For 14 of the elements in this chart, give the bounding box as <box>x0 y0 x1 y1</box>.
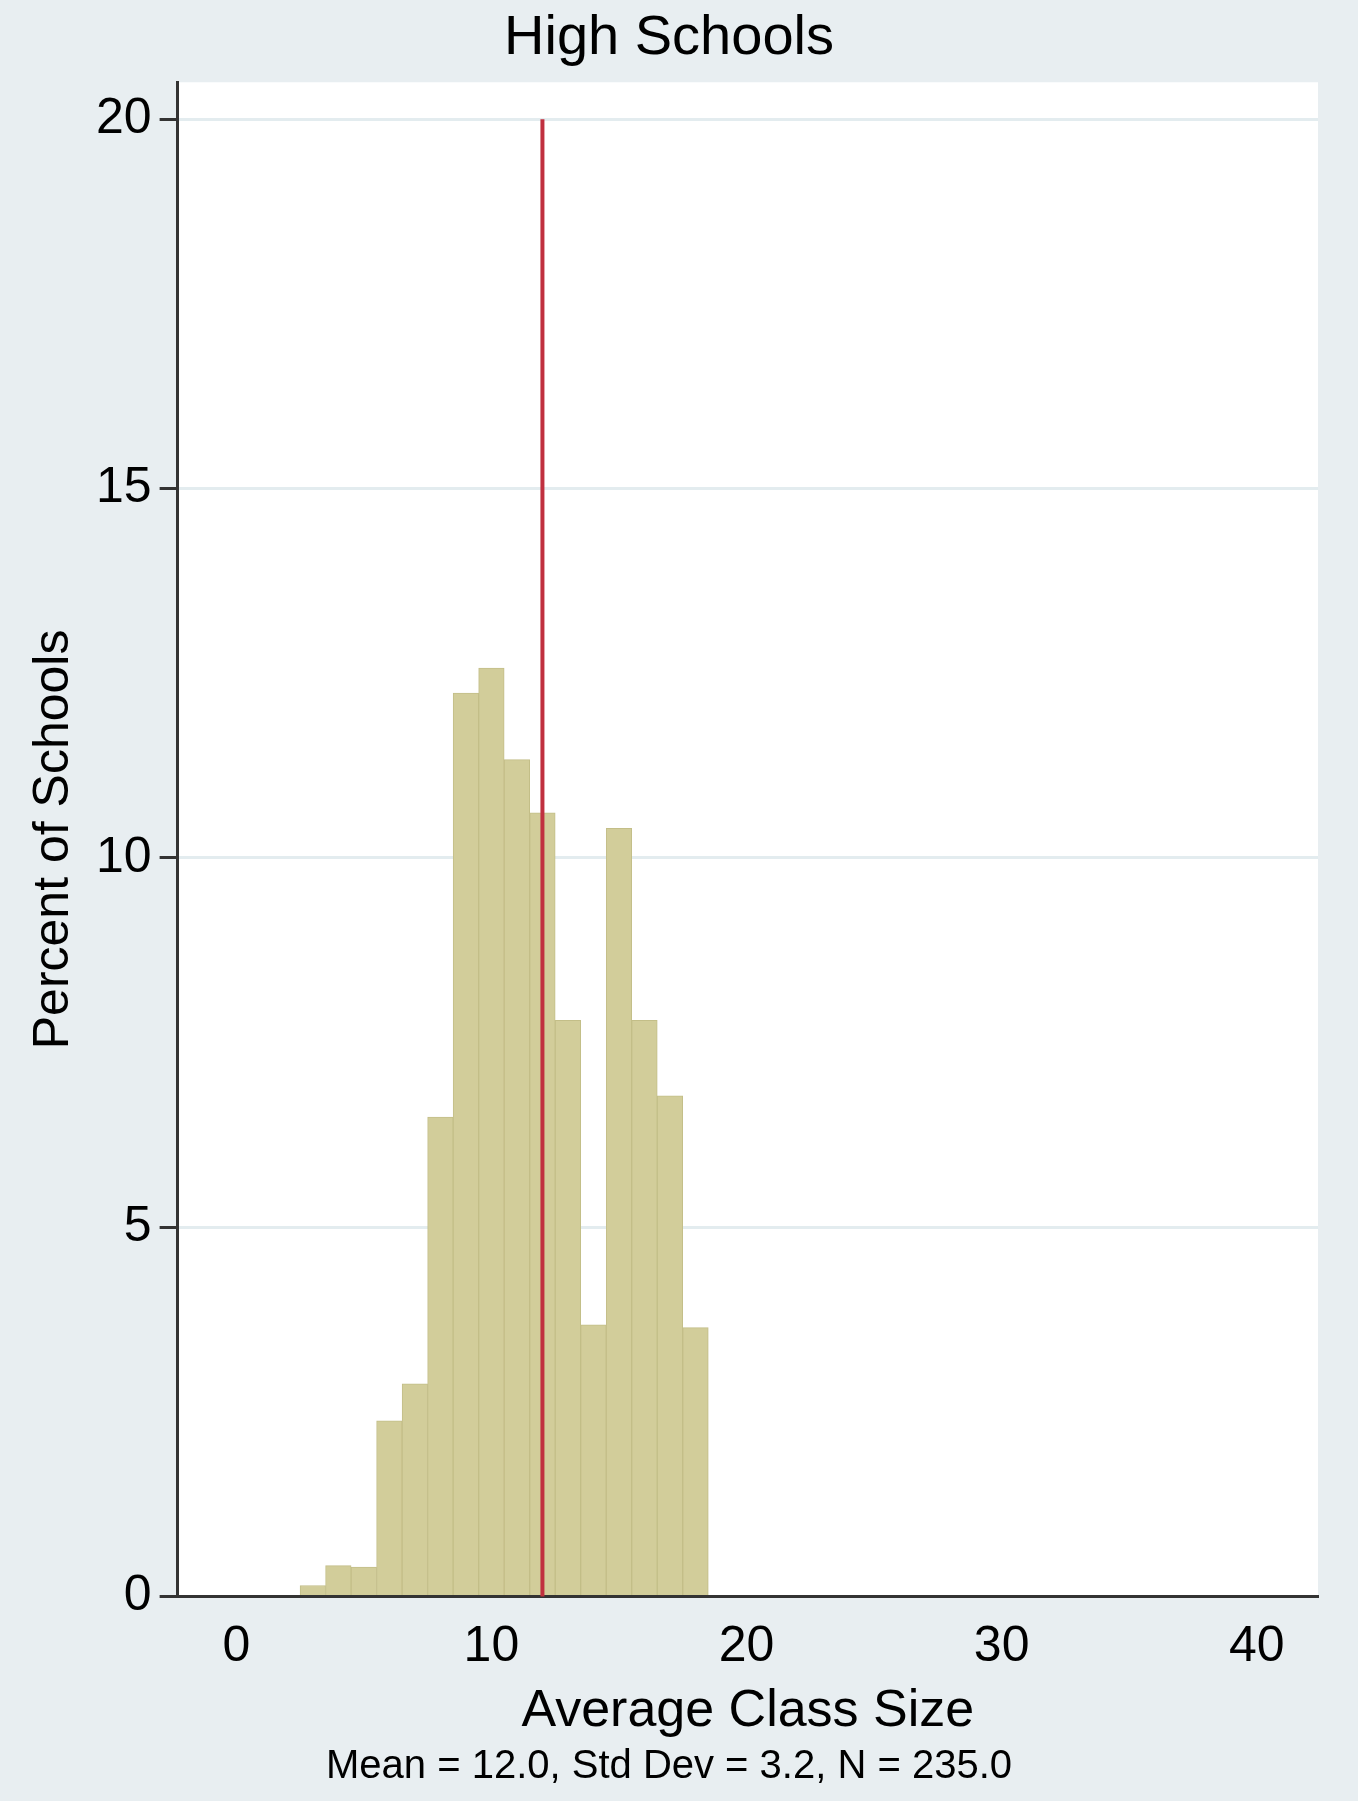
x-tick-label: 20 <box>718 1616 775 1673</box>
y-axis-title: Percent of Schools <box>22 629 79 1050</box>
y-tick-label: 20 <box>95 87 152 144</box>
x-tick-label: 40 <box>1228 1616 1285 1673</box>
y-tick-label: 15 <box>95 457 152 514</box>
x-tick-label: 30 <box>973 1616 1030 1673</box>
chart-title: High Schools <box>504 3 834 67</box>
y-tick-label: 0 <box>123 1565 152 1622</box>
text: Mean = 12.0, Std Dev = 3.2, N = 235.0 <box>326 1742 1012 1787</box>
x-tick-label: 10 <box>463 1616 520 1673</box>
x-tick-label: 0 <box>222 1616 251 1673</box>
x-axis-title: Average Class Size <box>521 1679 975 1738</box>
y-tick-label: 10 <box>95 826 152 883</box>
y-tick-label: 5 <box>123 1196 152 1253</box>
